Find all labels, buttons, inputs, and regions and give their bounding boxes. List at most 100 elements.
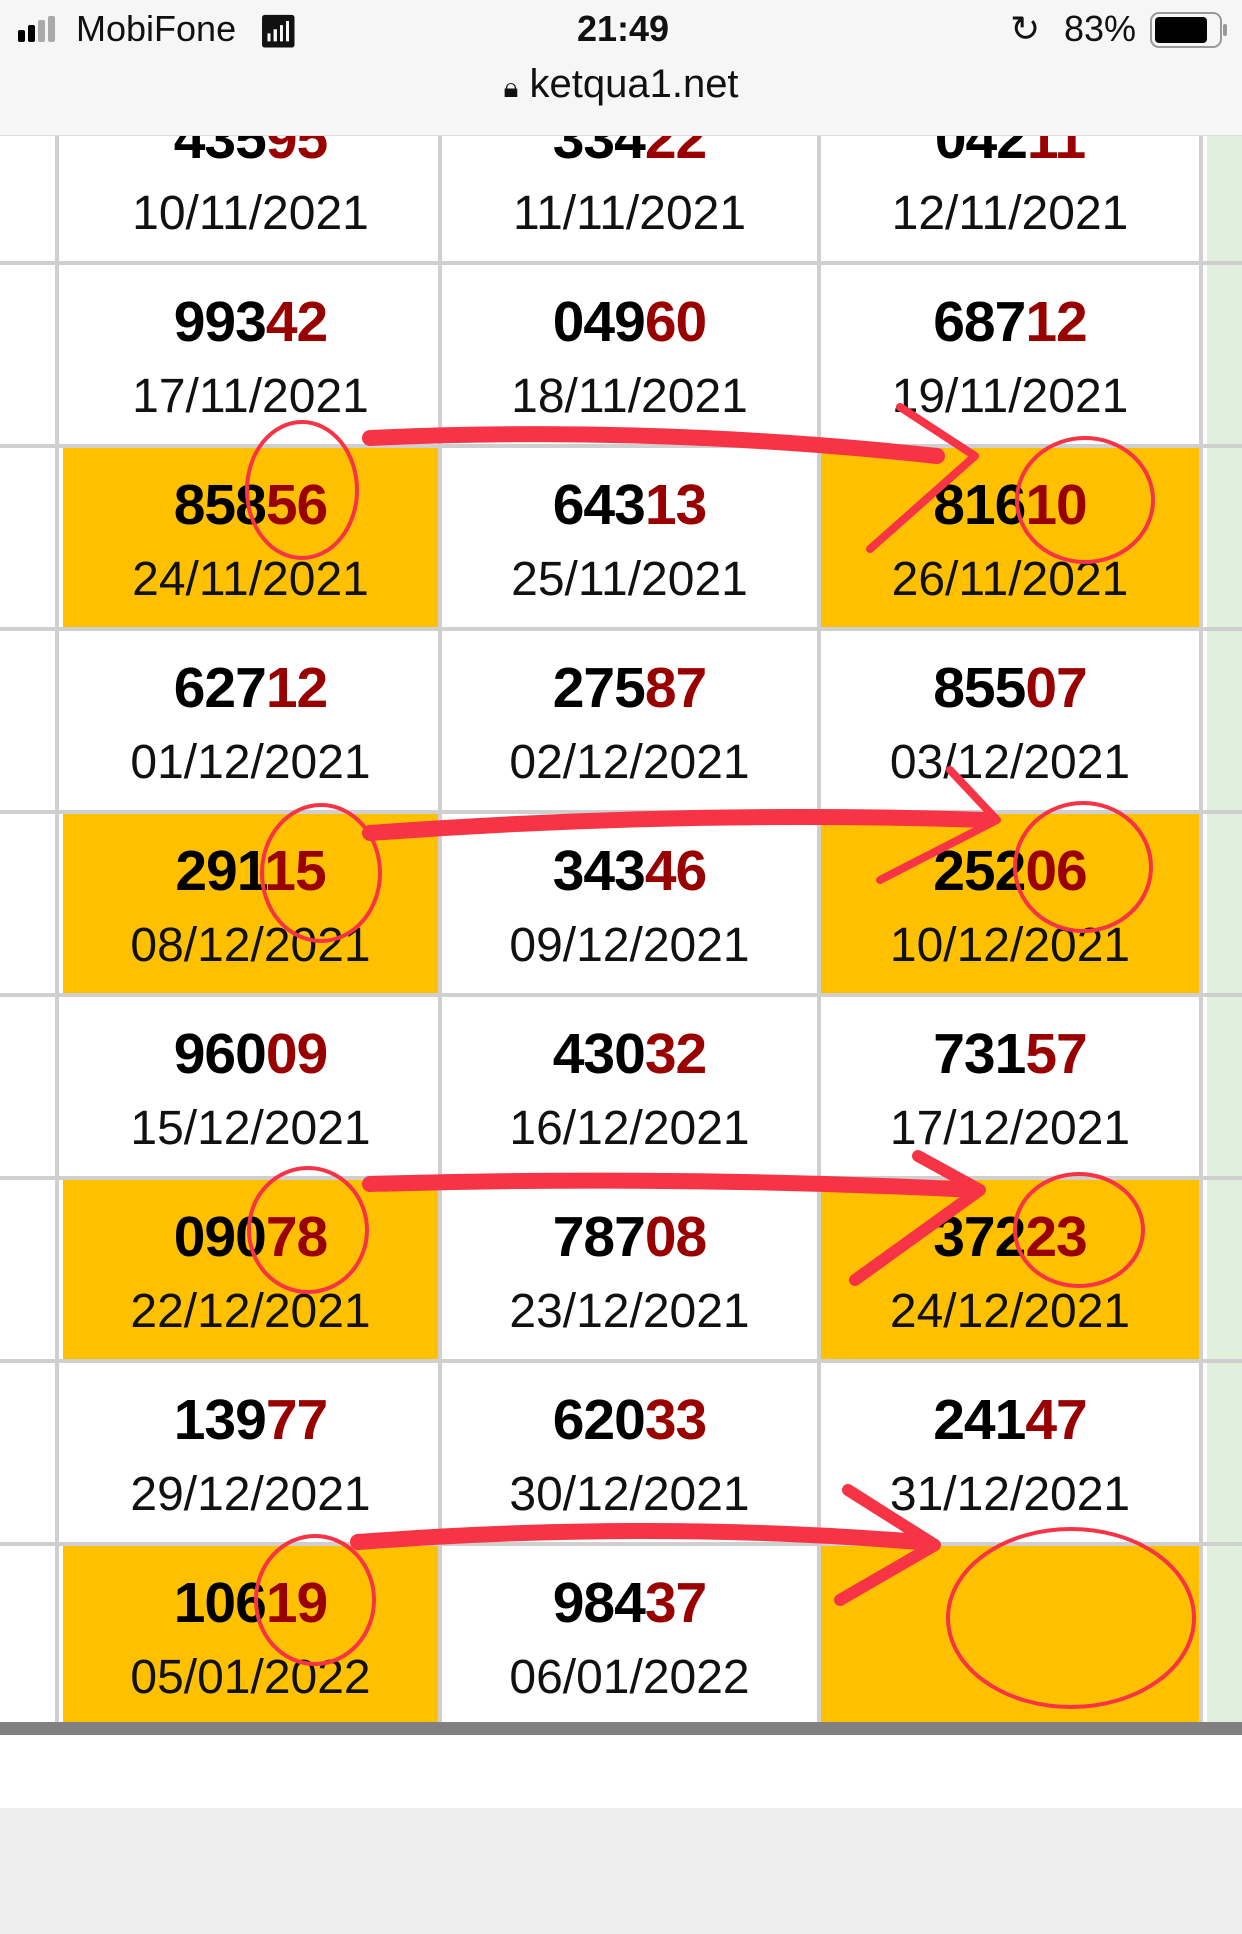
url-text: ketqua1.net	[529, 62, 739, 106]
row-lead-cell	[0, 1363, 59, 1542]
result-number: 13977	[63, 1387, 438, 1453]
result-number: 43032	[442, 1021, 817, 1087]
signal-icon	[18, 16, 55, 42]
side-strip	[1207, 1363, 1242, 1542]
result-date: 09/12/2021	[509, 919, 750, 972]
result-number: 10619	[63, 1570, 438, 1636]
number-head: 627	[173, 656, 267, 720]
table-row: 85856 24/11/2021 64313 25/11/2021 81610 26/11…	[0, 444, 1242, 627]
result-number: 34346	[442, 838, 817, 904]
row-lead-cell	[0, 265, 59, 444]
result-date: 18/11/2021	[511, 370, 748, 423]
result-cell: 81610 26/11/2021	[821, 448, 1203, 627]
side-strip	[1207, 997, 1242, 1176]
number-head: 090	[173, 1205, 267, 1269]
result-cell: 96009 15/12/2021	[63, 997, 442, 1176]
result-cell: 04960 18/11/2021	[442, 265, 821, 444]
number-head: 049	[552, 290, 646, 354]
result-number: 96009	[63, 1021, 438, 1087]
number-head: 858	[173, 473, 267, 537]
number-tail: 09	[265, 1022, 328, 1086]
lock-icon: 🔒︎	[503, 72, 519, 103]
result-number: 29115	[63, 838, 438, 904]
result-date: 19/11/2021	[891, 370, 1129, 423]
number-head: 960	[173, 1022, 267, 1086]
result-number: 85856	[63, 472, 438, 538]
row-lead-cell	[0, 631, 59, 810]
number-head: 643	[552, 473, 646, 537]
side-strip	[1207, 448, 1242, 627]
number-tail: 06	[1025, 839, 1087, 903]
result-date: 24/11/2021	[132, 553, 369, 606]
result-cell: 73157 17/12/2021	[821, 997, 1203, 1176]
result-cell: 68712 19/11/2021	[821, 265, 1203, 444]
result-cell: 34346 09/12/2021	[442, 814, 821, 993]
table-row: 13977 29/12/2021 62033 30/12/2021 24147 31/12…	[0, 1359, 1242, 1542]
number-head: 620	[552, 1388, 646, 1452]
row-lead-cell	[0, 448, 59, 627]
number-head: 275	[552, 656, 646, 720]
address-bar[interactable]: 🔒︎ ketqua1.net	[0, 62, 1242, 107]
status-bar: MobiFone 📶︎ 21:49 ↻ 83% 🔒︎ ketqua1.net	[0, 0, 1242, 136]
number-tail: 32	[644, 1022, 707, 1086]
result-date: 12/11/2021	[891, 187, 1129, 240]
result-number: 64313	[442, 472, 817, 538]
number-head: 241	[933, 1388, 1026, 1452]
result-cell: 85507 03/12/2021	[821, 631, 1203, 810]
result-cell: 25206 10/12/2021	[821, 814, 1203, 993]
result-date: 11/11/2021	[512, 187, 747, 240]
number-tail: 15	[264, 839, 326, 903]
number-head: 993	[173, 290, 267, 354]
wifi-icon: 📶︎	[258, 13, 299, 49]
side-strip	[1207, 1546, 1242, 1725]
row-lead-cell	[0, 1180, 59, 1359]
result-cell: 78708 23/12/2021	[442, 1180, 821, 1359]
result-date: 25/11/2021	[511, 553, 748, 606]
number-head: 139	[173, 1388, 267, 1452]
number-head: 291	[175, 839, 265, 903]
result-date: 05/01/2022	[130, 1651, 371, 1704]
number-tail: 12	[1025, 290, 1087, 354]
number-tail: 60	[644, 290, 707, 354]
number-tail: 78	[265, 1205, 328, 1269]
side-strip	[1207, 1180, 1242, 1359]
table-bottom-border	[0, 1722, 1242, 1735]
result-cell: 37223 24/12/2021	[821, 1180, 1203, 1359]
result-date: 22/12/2021	[130, 1285, 371, 1338]
number-tail: 87	[644, 656, 707, 720]
result-date: 08/12/2021	[130, 919, 371, 972]
result-date: 26/11/2021	[891, 553, 1129, 606]
result-date: 31/12/2021	[889, 1468, 1131, 1521]
result-number: 85507	[821, 655, 1199, 721]
result-number: 37223	[821, 1204, 1199, 1270]
result-cell: 29115 08/12/2021	[63, 814, 442, 993]
number-tail: 13	[644, 473, 707, 537]
number-head: 252	[933, 839, 1026, 903]
row-lead-cell	[0, 1546, 59, 1725]
number-head: 430	[552, 1022, 646, 1086]
battery-percent: 83%	[1064, 8, 1137, 49]
number-head: 855	[933, 656, 1026, 720]
number-tail: 07	[1025, 656, 1087, 720]
clock: 21:49	[577, 8, 670, 49]
result-cell: 64313 25/11/2021	[442, 448, 821, 627]
result-cell: 85856 24/11/2021	[63, 448, 442, 627]
result-date: 23/12/2021	[509, 1285, 750, 1338]
result-date: 06/01/2022	[509, 1651, 750, 1704]
result-date: 10/11/2021	[132, 187, 369, 240]
result-cell: 24147 31/12/2021	[821, 1363, 1203, 1542]
result-number: 62712	[63, 655, 438, 721]
number-head: 984	[552, 1571, 646, 1635]
number-tail: 47	[1025, 1388, 1087, 1452]
result-number: 73157	[821, 1021, 1199, 1087]
result-cell: 98437 06/01/2022	[442, 1546, 821, 1725]
table-row: 96009 15/12/2021 43032 16/12/2021 73157 17/12…	[0, 993, 1242, 1176]
result-number: 62033	[442, 1387, 817, 1453]
result-number: 99342	[63, 289, 438, 355]
side-strip	[1207, 631, 1242, 810]
result-date: 24/12/2021	[889, 1285, 1131, 1338]
number-tail: 37	[644, 1571, 707, 1635]
carrier-name: MobiFone	[76, 8, 237, 49]
result-date: 15/12/2021	[130, 1102, 371, 1155]
table-row: 29115 08/12/2021 34346 09/12/2021 25206 10/12…	[0, 810, 1242, 993]
